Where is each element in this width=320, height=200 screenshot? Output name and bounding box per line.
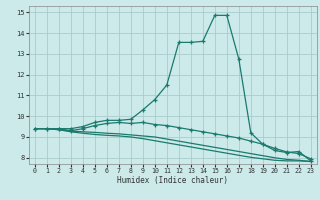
X-axis label: Humidex (Indice chaleur): Humidex (Indice chaleur) — [117, 176, 228, 185]
